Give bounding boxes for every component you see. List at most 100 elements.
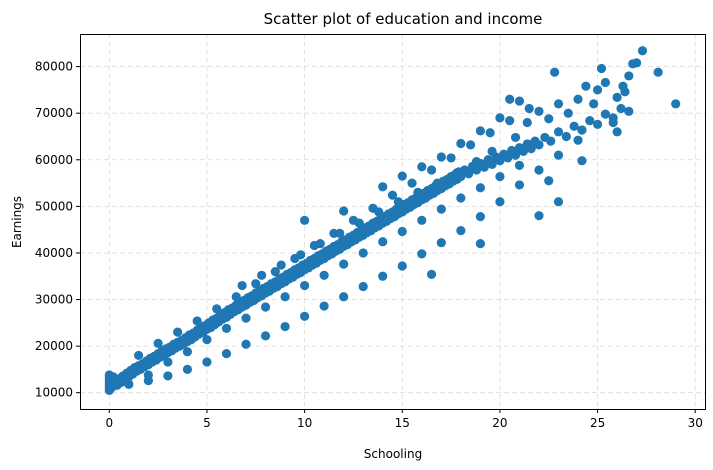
scatter-point	[495, 113, 505, 123]
scatter-point	[534, 140, 544, 150]
scatter-point	[163, 371, 173, 381]
x-tick-label: 30	[688, 416, 703, 430]
points-layer	[104, 46, 681, 395]
scatter-point	[592, 119, 603, 129]
scatter-point	[378, 271, 388, 281]
scatter-point	[300, 311, 310, 321]
scatter-point	[522, 117, 532, 128]
scatter-point	[452, 168, 462, 178]
chart-title: Scatter plot of education and income	[264, 10, 543, 28]
scatter-point	[475, 183, 485, 193]
scatter-point	[573, 94, 583, 104]
scatter-point	[202, 334, 212, 345]
scatter-point	[387, 190, 398, 200]
scatter-point	[280, 321, 290, 332]
plot-frame	[80, 34, 706, 410]
scatter-point	[153, 338, 163, 348]
scatter-point	[378, 182, 388, 192]
y-tick-label: 30000	[35, 293, 73, 307]
scatter-point	[612, 127, 622, 137]
scatter-point	[514, 180, 525, 190]
scatter-point	[300, 215, 310, 225]
scatter-point	[221, 348, 232, 359]
scatter-point	[300, 280, 310, 291]
scatter-point	[417, 215, 427, 225]
scatter-point	[466, 140, 476, 150]
scatter-point	[221, 323, 232, 334]
scatter-point	[339, 206, 349, 216]
y-axis: 10000 20000 30000 40000 50000 60000 70000 80000	[35, 60, 80, 400]
scatter-point	[436, 152, 446, 162]
scatter-point	[487, 159, 497, 170]
scatter-point	[573, 135, 583, 145]
x-tick-label: 15	[395, 416, 410, 430]
scatter-point	[624, 106, 634, 116]
scatter-point	[251, 279, 261, 289]
scatter-point	[546, 136, 556, 146]
y-tick-label: 20000	[35, 339, 73, 353]
scatter-point	[563, 108, 573, 118]
scatter-point	[257, 270, 267, 280]
scatter-point	[600, 109, 610, 119]
x-tick-label: 10	[297, 416, 312, 430]
scatter-point	[553, 127, 564, 137]
scatter-point	[653, 67, 663, 77]
x-axis: 0 5 10 15 20 25 30	[105, 409, 703, 430]
scatter-point	[671, 99, 681, 109]
scatter-point	[577, 125, 587, 135]
scatter-point	[487, 146, 497, 156]
scatter-point	[475, 239, 485, 249]
scatter-point	[426, 165, 437, 175]
scatter-point	[319, 301, 329, 311]
scatter-point	[456, 225, 466, 236]
scatter-point	[464, 169, 474, 179]
scatter-point	[319, 270, 329, 280]
x-tick-label: 25	[590, 416, 605, 430]
scatter-point	[475, 212, 485, 222]
scatter-point	[596, 63, 607, 74]
scatter-point	[241, 339, 251, 349]
scatter-point	[637, 46, 648, 56]
scatter-point	[612, 92, 622, 102]
scatter-point	[585, 116, 595, 126]
scatter-point	[616, 103, 626, 114]
scatter-point	[456, 193, 466, 203]
scatter-point	[503, 153, 513, 163]
scatter-point	[315, 239, 325, 249]
scatter-point	[608, 117, 618, 128]
scatter-point	[618, 81, 628, 91]
scatter-point	[417, 249, 427, 259]
scatter-point	[495, 171, 505, 182]
scatter-point	[534, 165, 544, 175]
scatter-point	[577, 156, 587, 166]
scatter-point	[182, 364, 193, 375]
scatter-point	[358, 248, 368, 258]
scatter-point	[358, 281, 368, 292]
x-tick-label: 5	[203, 416, 211, 430]
y-tick-label: 80000	[35, 60, 73, 74]
y-tick-label: 40000	[35, 246, 73, 260]
scatter-point	[505, 116, 515, 126]
scatter-point	[397, 261, 407, 271]
scatter-point	[182, 347, 193, 357]
scatter-point	[632, 58, 642, 68]
scatter-point	[163, 357, 173, 367]
scatter-point	[561, 131, 571, 142]
scatter-point	[495, 197, 505, 207]
scatter-point	[589, 99, 599, 109]
scatter-point	[339, 292, 349, 302]
scatter-point	[339, 259, 349, 269]
scatter-point	[397, 226, 407, 237]
scatter-point	[374, 207, 384, 217]
scatter-point	[471, 157, 482, 167]
scatter-point	[260, 302, 271, 312]
scatter-point	[510, 150, 521, 160]
scatter-point	[192, 316, 202, 326]
scatter-point	[202, 357, 212, 367]
scatter-point	[143, 375, 153, 386]
scatter-point	[270, 266, 280, 277]
scatter-point	[212, 304, 222, 314]
scatter-point	[581, 81, 591, 91]
scatter-point	[592, 85, 603, 95]
